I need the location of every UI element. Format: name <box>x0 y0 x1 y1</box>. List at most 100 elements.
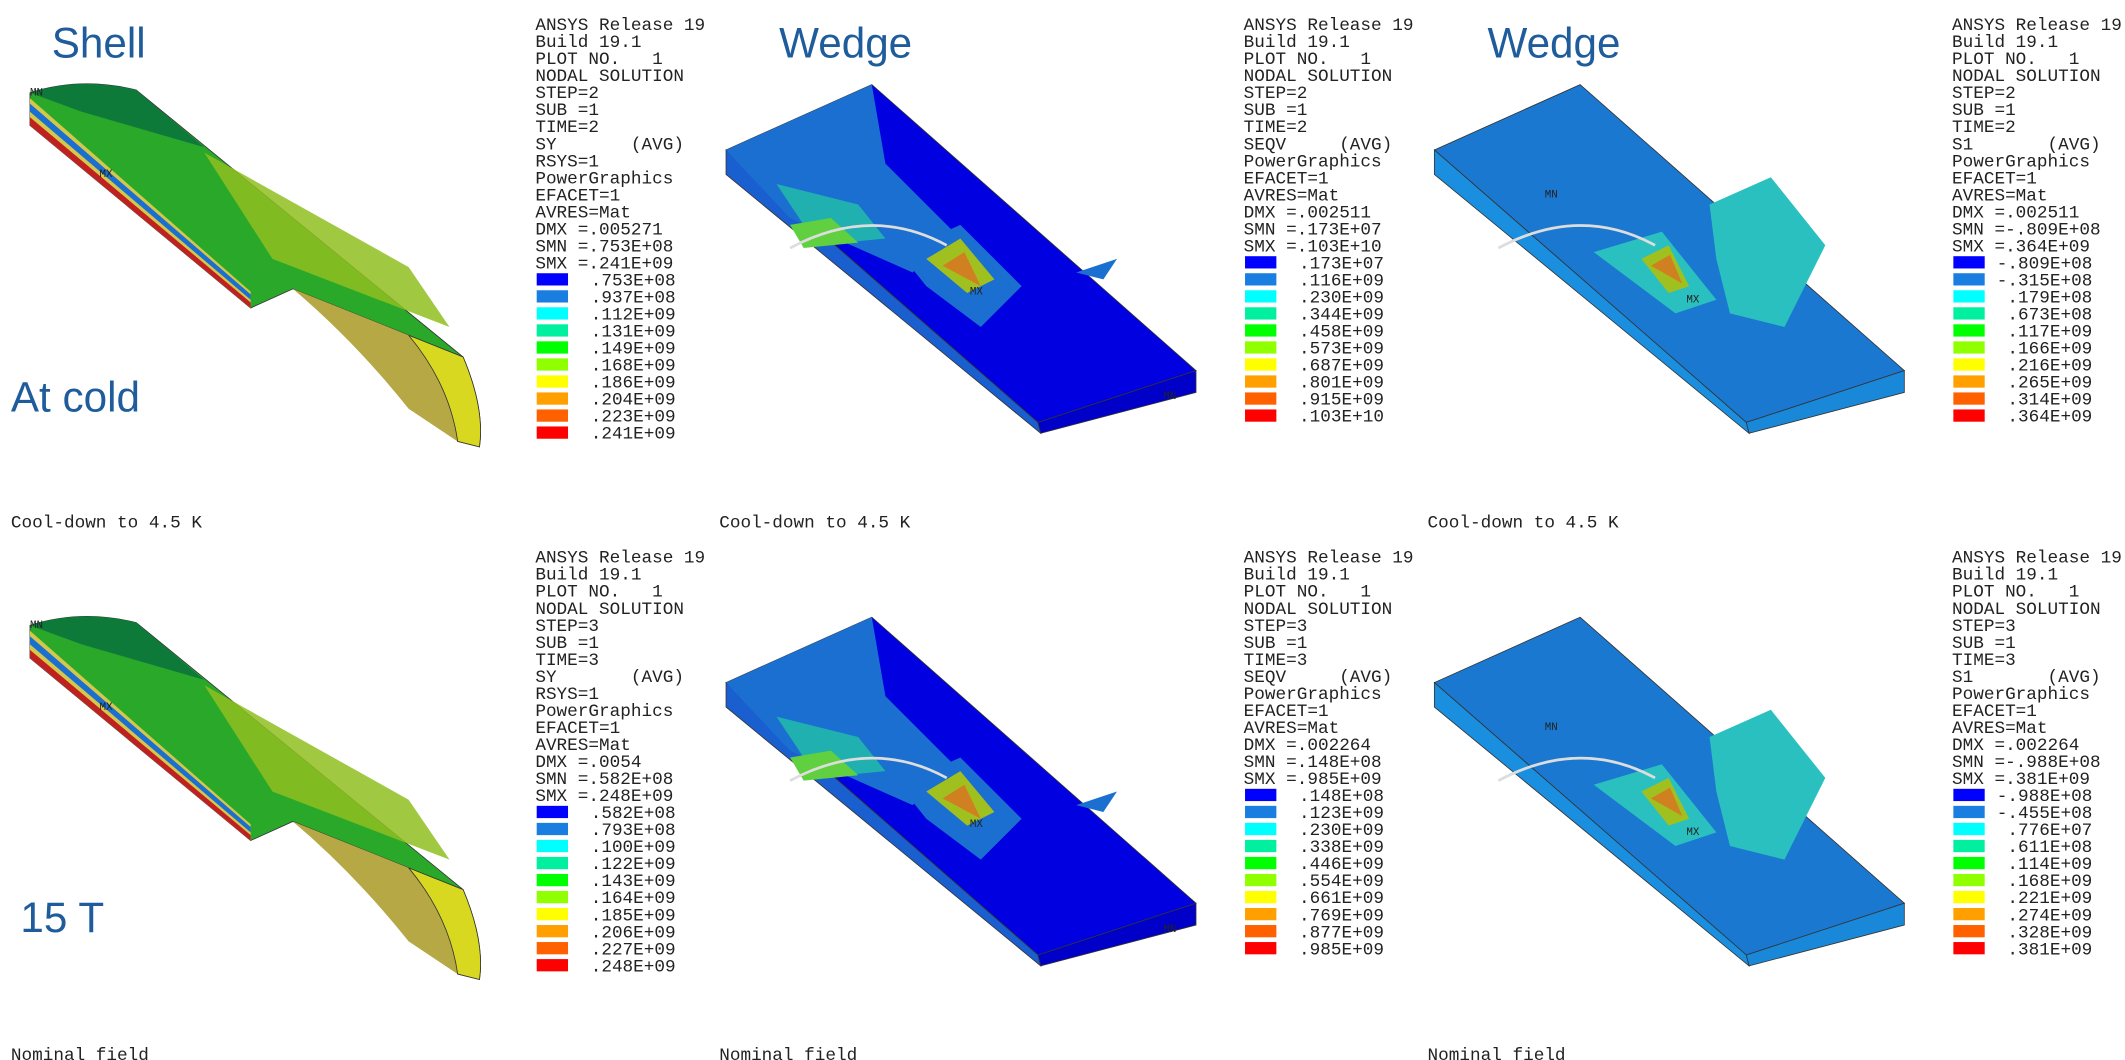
legend-swatch <box>1245 273 1276 285</box>
plot-marker: MX <box>970 286 984 298</box>
legend-swatch <box>1953 925 1984 937</box>
plot-marker: MN <box>30 87 43 99</box>
caption: Nominal field <box>719 1046 857 1060</box>
legend-swatch <box>537 273 568 285</box>
legend-swatch <box>1953 290 1984 302</box>
panel: ANSYS Release 19Build 19.1PLOT NO. 1NODA… <box>1428 549 2122 1060</box>
legend-swatch <box>537 307 568 319</box>
legend-swatch <box>537 959 568 971</box>
legend-swatch <box>537 908 568 920</box>
figure: At cold15 TShellANSYS Release 19Build 19… <box>0 0 2125 1060</box>
legend-value: .985E+09 <box>1299 940 1384 960</box>
legend-swatch <box>1245 857 1276 869</box>
legend-swatch <box>537 891 568 903</box>
legend-swatch <box>537 874 568 886</box>
legend-swatch <box>1953 806 1984 818</box>
panel: WedgeANSYS Release 19Build 19.1PLOT NO. … <box>1428 16 2122 533</box>
legend-swatch <box>537 806 568 818</box>
model-plot <box>726 617 1196 966</box>
legend-swatch <box>1953 341 1984 353</box>
legend-swatch <box>1953 874 1984 886</box>
model-plot <box>726 85 1196 434</box>
legend-swatch <box>537 857 568 869</box>
column-title: Shell <box>52 19 146 66</box>
legend-swatch <box>1245 358 1276 370</box>
legend-value: .364E+09 <box>2007 408 2092 428</box>
legend-swatch <box>537 409 568 421</box>
caption: Cool-down to 4.5 K <box>719 513 910 533</box>
legend-value: .103E+10 <box>1299 408 1384 428</box>
caption: Nominal field <box>1428 1046 1566 1060</box>
row-label: At cold <box>11 373 140 420</box>
legend-swatch <box>1245 840 1276 852</box>
legend-swatch <box>1245 341 1276 353</box>
legend-swatch <box>537 925 568 937</box>
caption: Cool-down to 4.5 K <box>1428 513 1619 533</box>
legend-swatch <box>1245 307 1276 319</box>
model-plot <box>1434 617 1904 966</box>
legend-swatch <box>1953 942 1984 954</box>
plot-marker: MX <box>99 169 113 181</box>
legend-swatch <box>1953 273 1984 285</box>
legend-swatch <box>1245 375 1276 387</box>
legend-swatch <box>1245 806 1276 818</box>
legend-swatch <box>1953 823 1984 835</box>
plot-marker: MN <box>1163 391 1176 403</box>
panel: ANSYS Release 19Build 19.1PLOT NO. 1NODA… <box>719 549 1413 1060</box>
legend-swatch <box>537 840 568 852</box>
column-title: Wedge <box>1488 19 1621 66</box>
legend-swatch <box>537 324 568 336</box>
legend-swatch <box>1953 358 1984 370</box>
legend-swatch <box>1953 392 1984 404</box>
plot-marker: MN <box>1545 722 1558 734</box>
plot-marker: MN <box>1545 190 1558 202</box>
row-label: 15 T <box>20 894 104 941</box>
plot-marker: MX <box>970 819 984 831</box>
legend-swatch <box>1245 789 1276 801</box>
legend-swatch <box>537 358 568 370</box>
legend-swatch <box>1245 256 1276 268</box>
legend-swatch <box>537 426 568 438</box>
caption: Cool-down to 4.5 K <box>11 513 202 533</box>
panel: ShellANSYS Release 19Build 19.1PLOT NO. … <box>11 16 705 533</box>
legend-swatch <box>1953 789 1984 801</box>
legend-swatch <box>537 290 568 302</box>
plot-marker: MN <box>30 620 43 632</box>
legend-swatch <box>537 392 568 404</box>
legend-value: .248E+09 <box>591 957 676 977</box>
plot-marker: MX <box>99 702 113 714</box>
legend-value: .241E+09 <box>591 425 676 445</box>
legend-swatch <box>1953 409 1984 421</box>
legend-swatch <box>537 341 568 353</box>
caption: Nominal field <box>11 1046 149 1060</box>
column-title: Wedge <box>779 19 912 66</box>
legend-swatch <box>1245 908 1276 920</box>
legend-swatch <box>537 375 568 387</box>
page: {"column_titles": ["Shell", "Wedge", "We… <box>0 0 2125 1060</box>
legend-swatch <box>1953 908 1984 920</box>
legend-swatch <box>1953 375 1984 387</box>
legend-swatch <box>1245 823 1276 835</box>
legend-swatch <box>537 823 568 835</box>
legend-swatch <box>537 942 568 954</box>
legend-swatch <box>1953 324 1984 336</box>
legend-swatch <box>1245 891 1276 903</box>
legend-swatch <box>1245 409 1276 421</box>
legend-swatch <box>1953 840 1984 852</box>
legend-swatch <box>1953 307 1984 319</box>
legend-swatch <box>1245 392 1276 404</box>
legend-swatch <box>1245 942 1276 954</box>
legend-swatch <box>1953 256 1984 268</box>
plot-marker: MN <box>1163 924 1176 936</box>
legend-swatch <box>1953 857 1984 869</box>
plot-marker: MX <box>1686 295 1700 307</box>
legend-swatch <box>1245 874 1276 886</box>
model-plot <box>1434 85 1904 434</box>
legend-value: .381E+09 <box>2007 940 2092 960</box>
legend-swatch <box>1953 891 1984 903</box>
legend-swatch <box>1245 324 1276 336</box>
plot-marker: MX <box>1686 827 1700 839</box>
legend-swatch <box>1245 290 1276 302</box>
